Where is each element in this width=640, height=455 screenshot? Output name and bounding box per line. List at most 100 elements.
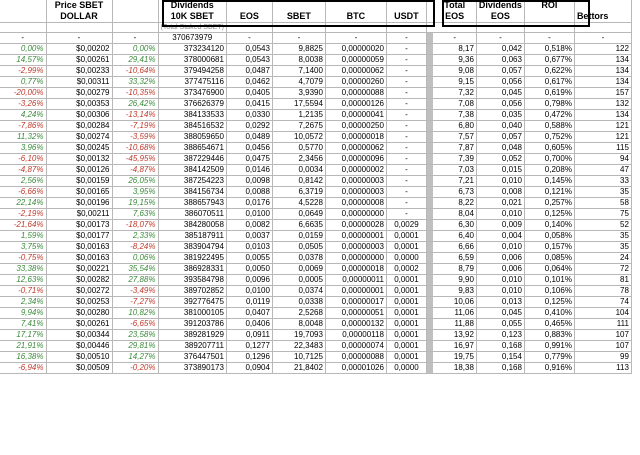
table-row: 17,17% $0,00344 23,58% 389281929 0,0911 19,70… xyxy=(0,329,632,341)
change-2-cell: -6,65% xyxy=(112,318,159,330)
roi-cell: 0,125% xyxy=(524,208,575,220)
table-row: -0,71% $0,00272 -3,49% 389702852 0,0100 0,037… xyxy=(0,285,632,297)
bettors-cell: 75 xyxy=(574,208,632,220)
staked-cell: 384156734 xyxy=(158,186,227,198)
table-cell: - xyxy=(112,32,159,44)
total-eos-cell: 7,38 xyxy=(433,109,477,121)
staked-cell: 383904794 xyxy=(158,241,227,253)
roi-cell: 0,208% xyxy=(524,164,575,176)
sbet-cell: 8,0038 xyxy=(272,54,326,66)
usdt-cell: - xyxy=(386,109,427,121)
eos-cell: 0,0405 xyxy=(226,87,273,99)
price-cell: $0,00159 xyxy=(46,175,113,187)
table-row: 11,32% $0,00274 -3,59% 388059650 0,0489 10,05… xyxy=(0,131,632,143)
table-row: 2,56% $0,00159 26,05% 387254223 0,0098 0,8142… xyxy=(0,175,632,187)
change-1-cell: -2,19% xyxy=(0,208,47,220)
roi-cell: 0,257% xyxy=(524,197,575,209)
dividends-eos-cell: 0,006 xyxy=(476,252,525,264)
btc-cell: 0,00000002 xyxy=(325,164,387,176)
roi-cell: 0,677% xyxy=(524,54,575,66)
staked-cell: 386928331 xyxy=(158,263,227,275)
eos-cell: 0,0098 xyxy=(226,175,273,187)
staked-cell: 393584798 xyxy=(158,274,227,286)
change-1-cell: 9,94% xyxy=(0,307,47,319)
dividends-eos-cell: 0,010 xyxy=(476,241,525,253)
table-row: 22,14% $0,00196 19,15% 388657943 0,0176 4,522… xyxy=(0,197,632,209)
staked-cell: 388654671 xyxy=(158,142,227,154)
change-2-cell: 0,00% xyxy=(112,43,159,55)
bettors-cell: 134 xyxy=(574,109,632,121)
usdt-cell: 0,0000 xyxy=(386,252,427,264)
btc-cell: 0,00000096 xyxy=(325,153,387,165)
change-1-cell: -6,94% xyxy=(0,362,47,374)
table-row: 3,96% $0,00245 -10,68% 388654671 0,0456 0,577… xyxy=(0,142,632,154)
btc-cell: 0,00000062 xyxy=(325,142,387,154)
change-2-cell: 2,33% xyxy=(112,230,159,242)
eos-cell: 0,0146 xyxy=(226,164,273,176)
dividends-eos-cell: 0,008 xyxy=(476,186,525,198)
price-unit-header: DOLLAR xyxy=(46,11,113,23)
price-header: Price SBET xyxy=(46,0,113,11)
btc-cell: 0,00000018 xyxy=(325,263,387,275)
change-1-cell: 14,57% xyxy=(0,54,47,66)
roi-cell: 0,619% xyxy=(524,87,575,99)
usdt-cell: - xyxy=(386,131,427,143)
dividends-sub-header: 10K SBET xyxy=(158,11,227,23)
bettors-cell: 35 xyxy=(574,241,632,253)
table-row: -4,87% $0,00126 -4,87% 384142509 0,0146 0,003… xyxy=(0,164,632,176)
change-1-cell: 22,14% xyxy=(0,197,47,209)
change-1-cell: 2,34% xyxy=(0,296,47,308)
usdt-cell: 0,0029 xyxy=(386,219,427,231)
eos-cell: 0,0456 xyxy=(226,142,273,154)
change-2-cell: -7,27% xyxy=(112,296,159,308)
sbet-cell: 8,0048 xyxy=(272,318,326,330)
price-cell: $0,00163 xyxy=(46,241,113,253)
eos-cell: 0,0475 xyxy=(226,153,273,165)
change-2-cell: -3,59% xyxy=(112,131,159,143)
header-row-2: DOLLAR 10K SBET EOS SBET BTC USDT EOS EO… xyxy=(0,11,632,23)
roi-cell: 0,064% xyxy=(524,263,575,275)
change-2-cell: -10,64% xyxy=(112,65,159,77)
change-1-cell: 33,38% xyxy=(0,263,47,275)
bettors-cell: 35 xyxy=(574,186,632,198)
total-eos-cell: 16,97 xyxy=(433,340,477,352)
change-2-cell: -8,24% xyxy=(112,241,159,253)
table-row: -3,26% $0,00353 26,42% 376626379 0,0415 17,55… xyxy=(0,98,632,110)
price-cell: $0,00196 xyxy=(46,197,113,209)
staked-cell: 377475116 xyxy=(158,76,227,88)
price-cell: $0,00261 xyxy=(46,54,113,66)
change-2-cell: -10,68% xyxy=(112,142,159,154)
total-eos-cell: 7,87 xyxy=(433,142,477,154)
total-eos-cell: 7,08 xyxy=(433,98,477,110)
staked-cell: 373234120 xyxy=(158,43,227,55)
total-eos-cell: 8,79 xyxy=(433,263,477,275)
table-row: 12,63% $0,00282 27,88% 393584798 0,0096 0,000… xyxy=(0,274,632,286)
price-cell: $0,00510 xyxy=(46,351,113,363)
usdt-cell: 0,0001 xyxy=(386,307,427,319)
change-2-cell: -45,95% xyxy=(112,153,159,165)
total-eos-cell: 8,22 xyxy=(433,197,477,209)
sbet-cell: 0,0649 xyxy=(272,208,326,220)
table-row: 2,34% $0,00253 -7,27% 392776475 0,0119 0,0338… xyxy=(0,296,632,308)
staked-cell: 384516532 xyxy=(158,120,227,132)
table-row: -7,86% $0,00284 -7,19% 384516532 0,0292 7,267… xyxy=(0,120,632,132)
total-eos-cell: 6,73 xyxy=(433,186,477,198)
change-2-cell: 14,27% xyxy=(112,351,159,363)
btc-cell: 0,00000003 xyxy=(325,186,387,198)
usdt-cell: - xyxy=(386,164,427,176)
btc-header: BTC xyxy=(325,11,387,23)
roi-cell: 0,798% xyxy=(524,98,575,110)
usdt-cell: - xyxy=(386,208,427,220)
total-eos-cell: 13,92 xyxy=(433,329,477,341)
usdt-cell: - xyxy=(386,54,427,66)
eos-cell: 0,1296 xyxy=(226,351,273,363)
total-eos-cell: 9,15 xyxy=(433,76,477,88)
eos-cell: 0,0462 xyxy=(226,76,273,88)
dividends-eos-cell: 0,052 xyxy=(476,153,525,165)
sbet-cell: 2,5268 xyxy=(272,307,326,319)
dividends-eos-cell: 0,045 xyxy=(476,307,525,319)
table-row: 0,77% $0,00311 33,32% 377475116 0,0462 4,7079… xyxy=(0,76,632,88)
roi-header: ROI xyxy=(524,0,575,11)
usdt-cell: 0,0001 xyxy=(386,340,427,352)
change-2-cell: -18,07% xyxy=(112,219,159,231)
